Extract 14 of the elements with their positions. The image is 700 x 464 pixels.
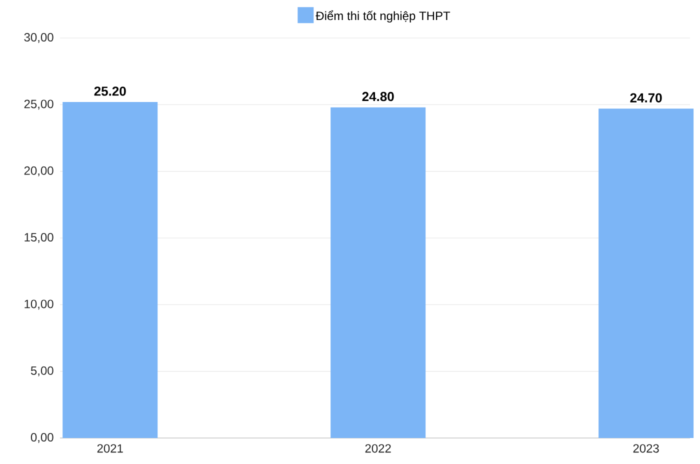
y-tick-label: 30,00	[24, 33, 54, 43]
y-tick-label: 20,00	[24, 166, 54, 176]
y-tick-label: 10,00	[24, 300, 54, 310]
data-label: 24.70	[630, 93, 662, 102]
x-tick-label: 2023	[633, 444, 659, 453]
x-tick-label: 2021	[97, 444, 123, 453]
data-label: 25.20	[94, 86, 126, 96]
y-tick-label: 0,00	[30, 433, 54, 443]
y-tick-label: 15,00	[24, 233, 54, 243]
y-tick-label: 5,00	[30, 366, 54, 376]
y-tick-label: 25,00	[24, 100, 54, 110]
legend-label: Điểm thi tốt nghiệp THPT	[316, 10, 450, 22]
data-label: 24.80	[362, 92, 394, 102]
x-tick-label: 2022	[365, 444, 391, 453]
